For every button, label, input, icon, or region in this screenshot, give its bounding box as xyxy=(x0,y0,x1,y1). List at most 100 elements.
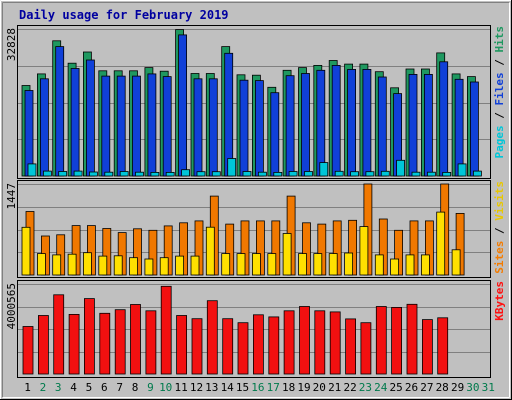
bar-pages-day-7 xyxy=(119,171,129,177)
bar-files-day-1 xyxy=(24,90,34,177)
bar-visits-day-23 xyxy=(359,226,369,276)
bar-visits-day-11 xyxy=(175,255,185,276)
bar-kbytes-day-17 xyxy=(268,316,280,375)
bar-kbytes-day-12 xyxy=(191,318,203,375)
bar-pages-day-23 xyxy=(365,171,375,177)
bar-files-day-12 xyxy=(193,78,203,177)
bar-kbytes-day-13 xyxy=(206,300,218,375)
side-legend-part: / xyxy=(493,221,506,241)
day-label-11: 11 xyxy=(174,381,187,394)
bar-kbytes-day-2 xyxy=(38,315,49,375)
bar-visits-day-15 xyxy=(236,253,246,276)
day-label-5: 5 xyxy=(86,381,93,394)
side-legend-part: / xyxy=(493,106,506,126)
day-label-30: 30 xyxy=(466,381,479,394)
bar-visits-day-24 xyxy=(374,254,384,276)
bar-visits-day-26 xyxy=(405,254,415,276)
bar-kbytes-day-6 xyxy=(99,312,111,375)
bar-visits-day-17 xyxy=(267,253,277,276)
y-max-label-top: 32828 xyxy=(5,28,18,61)
bar-pages-day-13 xyxy=(211,171,221,177)
bar-visits-day-6 xyxy=(98,255,108,276)
panel-bottom: 4000565 KBytes xyxy=(5,280,506,378)
bar-kbytes-day-10 xyxy=(160,285,172,375)
day-label-12: 12 xyxy=(190,381,203,394)
bar-files-day-28 xyxy=(439,61,449,177)
day-label-15: 15 xyxy=(236,381,249,394)
bar-files-day-20 xyxy=(316,69,326,177)
bar-visits-day-18 xyxy=(282,233,292,276)
bar-kbytes-day-3 xyxy=(53,294,65,375)
bar-files-day-22 xyxy=(347,69,357,177)
bar-visits-day-7 xyxy=(113,255,123,276)
bar-kbytes-day-21 xyxy=(329,311,341,375)
bar-pages-day-15 xyxy=(242,171,252,177)
bar-kbytes-day-7 xyxy=(114,309,126,375)
day-label-10: 10 xyxy=(159,381,172,394)
side-legend-part: / xyxy=(493,53,506,73)
day-label-19: 19 xyxy=(297,381,310,394)
bar-visits-day-27 xyxy=(420,254,430,276)
side-legend-part: KBytes xyxy=(493,281,506,321)
bar-pages-day-1 xyxy=(27,163,37,177)
bar-kbytes-day-1 xyxy=(22,326,34,375)
bar-pages-day-5 xyxy=(89,171,98,177)
day-label-31: 31 xyxy=(482,381,495,394)
day-label-4: 4 xyxy=(70,381,77,394)
bar-visits-day-9 xyxy=(144,258,154,276)
bar-kbytes-day-25 xyxy=(391,306,403,375)
day-label-14: 14 xyxy=(221,381,235,394)
day-label-28: 28 xyxy=(436,381,449,394)
bar-files-day-14 xyxy=(224,52,234,177)
bar-files-day-24 xyxy=(377,76,387,177)
bar-pages-day-29 xyxy=(457,163,467,177)
bar-visits-day-4 xyxy=(67,253,77,276)
bar-files-day-15 xyxy=(239,79,249,177)
bar-kbytes-day-18 xyxy=(283,310,295,375)
bar-files-day-30 xyxy=(469,81,479,177)
bar-kbytes-day-20 xyxy=(314,310,326,375)
bar-kbytes-day-5 xyxy=(84,298,95,375)
side-legend-part: Pages xyxy=(493,125,506,158)
day-label-8: 8 xyxy=(132,381,139,394)
day-label-26: 26 xyxy=(405,381,418,394)
bar-visits-day-8 xyxy=(129,257,138,276)
bar-pages-day-30 xyxy=(472,170,482,177)
bar-files-day-17 xyxy=(270,92,280,177)
bar-files-day-5 xyxy=(86,59,95,177)
bar-visits-day-5 xyxy=(83,252,92,276)
panel-top: 32828 Pages / Files / Hits xyxy=(5,25,506,179)
side-legend-bottom: KBytes xyxy=(493,281,506,321)
bar-kbytes-day-28 xyxy=(437,317,449,375)
bar-kbytes-day-23 xyxy=(360,322,372,375)
bar-visits-day-25 xyxy=(390,258,400,276)
bar-visits-day-12 xyxy=(190,255,200,276)
day-label-27: 27 xyxy=(420,381,433,394)
bar-visits-day-14 xyxy=(221,253,231,276)
bar-pages-day-14 xyxy=(227,158,237,177)
bar-visits-day-1 xyxy=(21,226,31,276)
bar-files-day-8 xyxy=(132,75,141,177)
bar-pages-day-28 xyxy=(442,171,452,177)
day-label-21: 21 xyxy=(328,381,341,394)
side-legend-part: Sites xyxy=(493,241,506,274)
bar-kbytes-day-26 xyxy=(406,303,418,375)
bar-kbytes-day-14 xyxy=(222,318,234,375)
day-label-22: 22 xyxy=(343,381,356,394)
bar-pages-day-24 xyxy=(380,170,390,177)
bar-files-day-23 xyxy=(362,69,372,177)
bar-files-day-21 xyxy=(331,65,341,177)
bar-pages-day-18 xyxy=(288,171,298,177)
bar-files-day-27 xyxy=(423,74,433,177)
day-label-6: 6 xyxy=(101,381,108,394)
day-label-17: 17 xyxy=(267,381,280,394)
panel-middle: 1447 Sites / Visits xyxy=(5,180,506,278)
bar-files-day-9 xyxy=(147,73,157,177)
day-label-18: 18 xyxy=(282,381,295,394)
bar-pages-day-2 xyxy=(43,170,52,177)
bar-pages-day-25 xyxy=(396,159,406,177)
side-legend-part: Hits xyxy=(493,26,506,53)
bar-kbytes-day-19 xyxy=(299,306,310,375)
bar-visits-day-13 xyxy=(205,226,215,276)
